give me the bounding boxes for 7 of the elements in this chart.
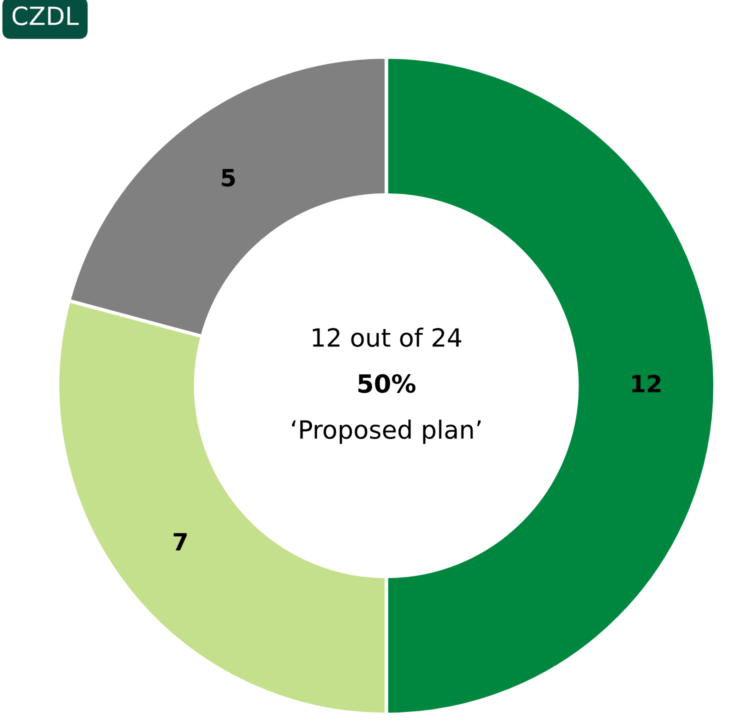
text: 50% <box>358 374 416 393</box>
text: 12 out of 24 <box>312 328 462 347</box>
data-label: 7 <box>174 533 187 550</box>
data-label: 5 <box>222 169 235 187</box>
data-label: 12 <box>632 374 660 392</box>
chart-title: CZDL <box>12 6 79 26</box>
text: ‘Proposed plan’ <box>292 420 481 444</box>
